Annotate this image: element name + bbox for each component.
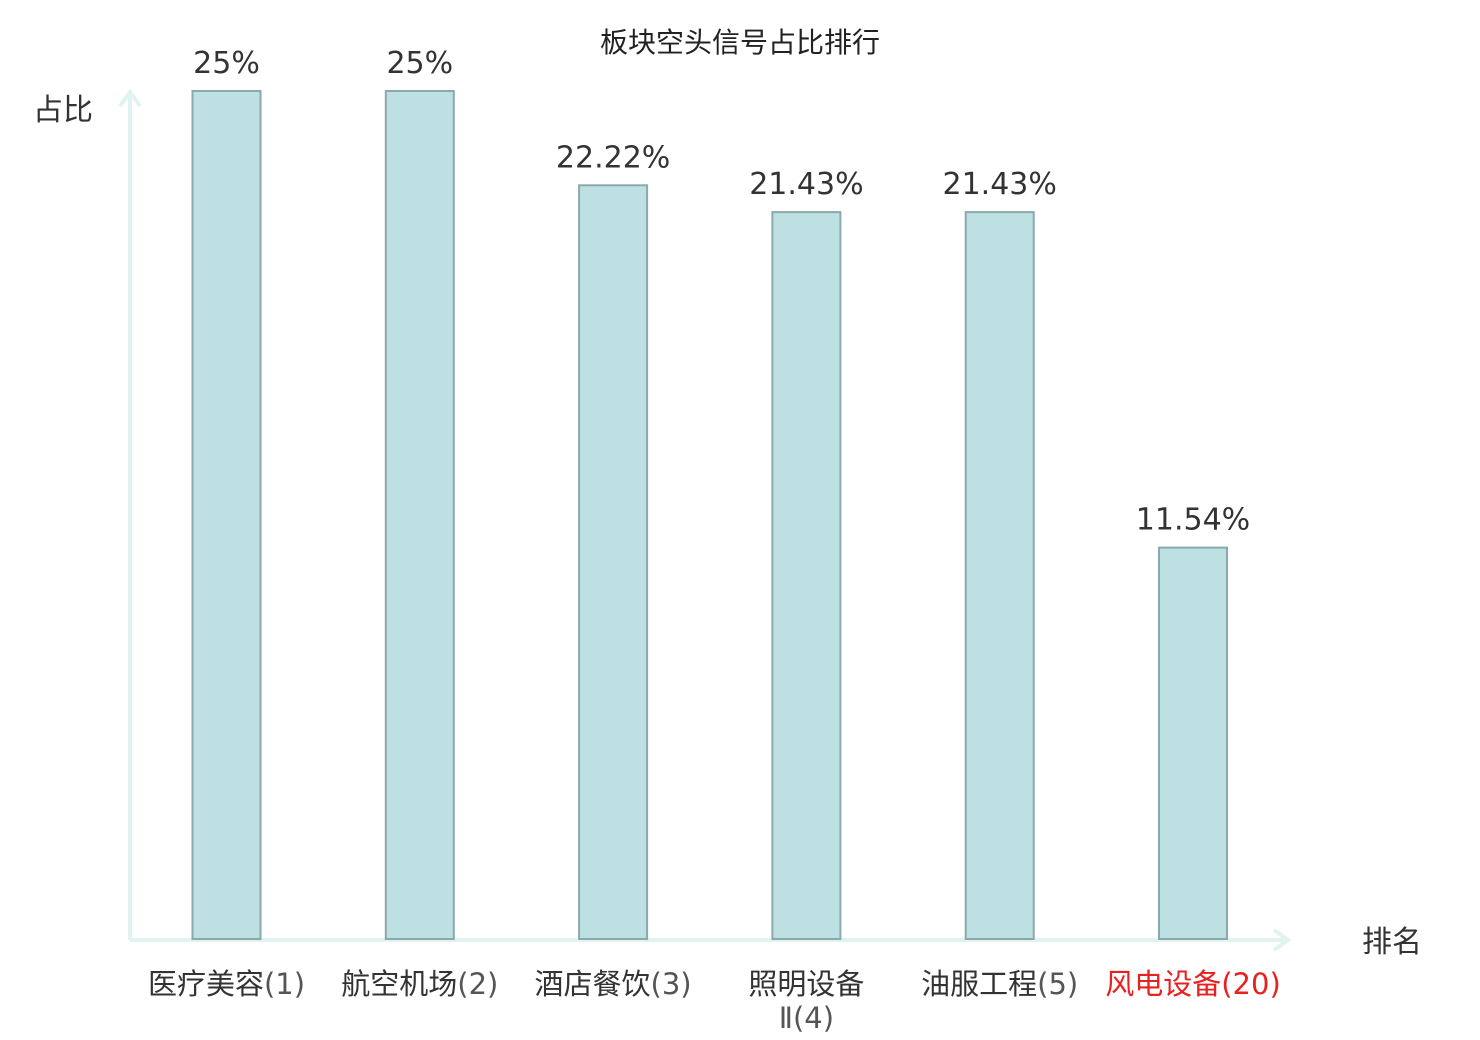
category-label-1: 医疗美容(1): [148, 967, 305, 1001]
category-label-2: 航空机场(2): [341, 967, 498, 1001]
category-labels: 医疗美容(1) 航空机场(2) 酒店餐饮(3) 照明设备 Ⅱ(4) 油服工程(5) 风电设备…: [148, 967, 1281, 1035]
value-label-5: 21.43%: [943, 167, 1057, 202]
category-label-3: 酒店餐饮(3): [535, 967, 692, 1001]
category-name: 医疗美容: [148, 967, 264, 1001]
x-axis-label: 排名: [1362, 925, 1422, 960]
category-name: 照明设备: [748, 967, 864, 1001]
axes: [118, 88, 1292, 952]
category-label-5: 油服工程(5): [921, 967, 1078, 1001]
value-label-1: 25%: [193, 46, 260, 81]
category-rank: (3): [651, 967, 692, 1001]
category-name: 风电设备: [1105, 967, 1221, 1001]
bar-3: [578, 184, 649, 941]
category-rank: (5): [1037, 967, 1078, 1001]
category-name: 油服工程: [921, 967, 1037, 1001]
category-rank: (20): [1221, 967, 1281, 1001]
bar-2: [384, 90, 455, 940]
bar-4: [771, 211, 842, 941]
category-name: 航空机场: [341, 967, 457, 1001]
bar-5: [964, 211, 1035, 941]
value-labels: 25% 25% 22.22% 21.43% 21.43% 11.54%: [193, 46, 1250, 538]
category-rank: (1): [264, 967, 305, 1001]
value-label-4: 21.43%: [749, 167, 863, 202]
value-label-6: 11.54%: [1136, 503, 1250, 538]
value-label-2: 25%: [386, 46, 453, 81]
category-label-6: 风电设备(20): [1105, 967, 1281, 1001]
bar-1: [191, 90, 262, 940]
bar-6: [1158, 546, 1228, 940]
chart-title: 板块空头信号占比排行: [600, 26, 880, 59]
category-rank: (2): [457, 967, 498, 1001]
category-name: 酒店餐饮: [535, 967, 651, 1001]
y-axis-label: 占比: [33, 93, 93, 128]
category-name-line2: Ⅱ(4): [779, 1001, 834, 1035]
category-label-4: 照明设备 Ⅱ(4): [748, 967, 864, 1035]
value-label-3: 22.22%: [556, 140, 670, 175]
y-axis-arrow: [118, 88, 142, 108]
bars: [191, 90, 1228, 941]
x-axis-arrow: [1272, 928, 1292, 952]
